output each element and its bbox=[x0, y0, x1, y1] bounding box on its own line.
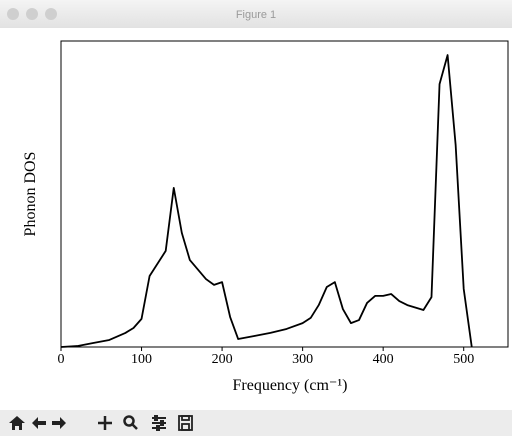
x-tick-label: 400 bbox=[373, 352, 394, 367]
y-axis-label: Phonon DOS bbox=[22, 152, 39, 237]
toolbar-icons bbox=[9, 415, 193, 431]
x-axis-label: Frequency (cm⁻¹) bbox=[233, 377, 348, 394]
window-title: Figure 1 bbox=[236, 9, 276, 21]
toolbar bbox=[0, 410, 512, 436]
plot-frame bbox=[60, 40, 509, 348]
minimize-button[interactable] bbox=[26, 8, 38, 20]
x-tick-label: 200 bbox=[212, 352, 233, 367]
pan-button[interactable] bbox=[98, 416, 112, 430]
title-bar bbox=[0, 0, 512, 28]
close-button[interactable] bbox=[7, 8, 19, 20]
configure-button[interactable] bbox=[152, 415, 166, 431]
zoom-button[interactable] bbox=[45, 8, 57, 20]
dos-line bbox=[60, 54, 473, 348]
x-tick-label: 0 bbox=[58, 352, 65, 367]
x-tick-label: 100 bbox=[131, 352, 152, 367]
x-tick-label: 500 bbox=[453, 352, 474, 367]
forward-button[interactable] bbox=[52, 417, 66, 429]
back-button[interactable] bbox=[32, 417, 46, 429]
home-button[interactable] bbox=[9, 416, 25, 430]
zoom-tool-button[interactable] bbox=[123, 415, 138, 430]
x-tick-label: 300 bbox=[292, 352, 313, 367]
save-button[interactable] bbox=[178, 415, 193, 431]
figure: Frequency (cm⁻¹) Phonon DOS 0 100 200 300 40… bbox=[22, 40, 509, 394]
